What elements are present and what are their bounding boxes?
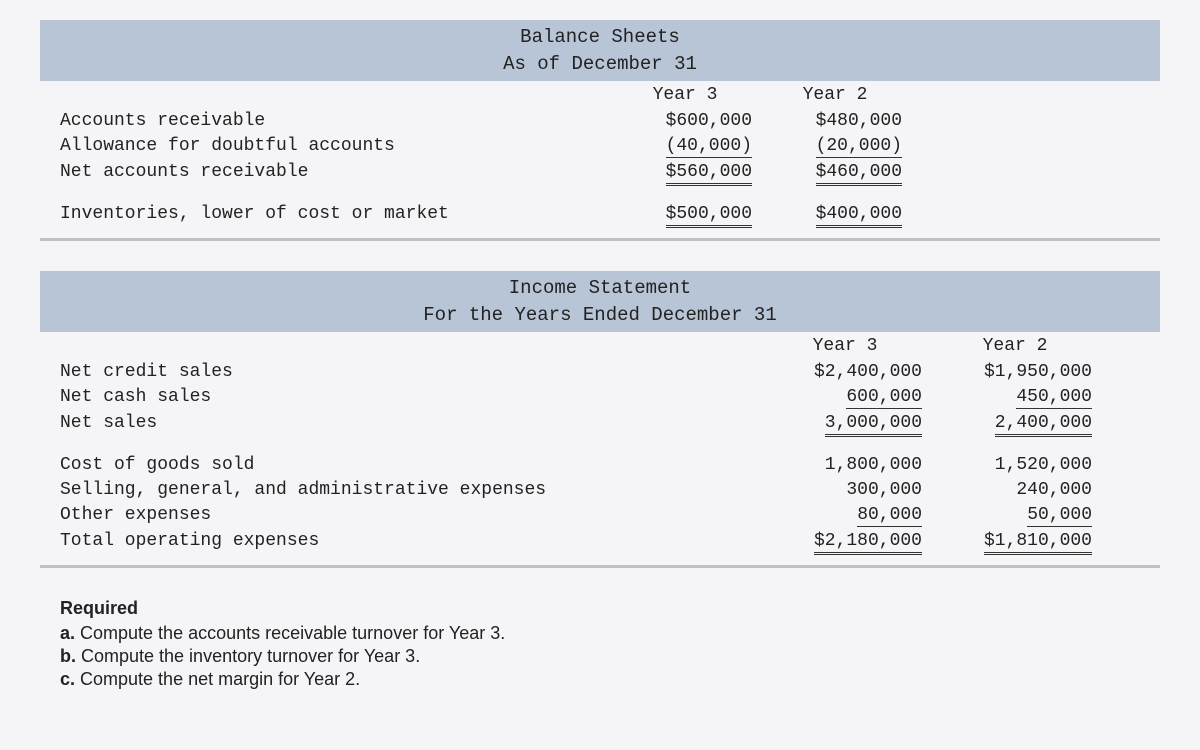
section-divider — [40, 238, 1160, 241]
table-row: Total operating expenses$2,180,000$1,810… — [40, 529, 1160, 557]
table-row: Net accounts receivable$560,000$460,000 — [40, 160, 1160, 188]
income-statement-title: Income Statement — [40, 275, 1160, 302]
table-row: Net credit sales$2,400,000$1,950,000 — [40, 360, 1160, 385]
row-label: Net credit sales — [40, 360, 760, 385]
column-header: Year 2 — [760, 83, 910, 109]
income-statement-table: Year 3 Year 2 Net credit sales$2,400,000… — [40, 334, 1160, 557]
table-row: Inventories, lower of cost or market$500… — [40, 202, 1160, 230]
required-text: Compute the accounts receivable turnover… — [80, 623, 505, 643]
table-row: Allowance for doubtful accounts(40,000)(… — [40, 134, 1160, 160]
cell-value: $400,000 — [760, 202, 910, 230]
row-label: Net accounts receivable — [40, 160, 610, 188]
cell-value: 240,000 — [930, 478, 1100, 503]
row-label: Other expenses — [40, 503, 760, 529]
cell-value: 2,400,000 — [930, 411, 1100, 439]
row-label: Net cash sales — [40, 385, 760, 411]
balance-sheet-section: Balance Sheets As of December 31 Year 3 … — [40, 20, 1160, 241]
spacer-row — [40, 188, 1160, 202]
cell-value: $560,000 — [610, 160, 760, 188]
column-header: Year 3 — [610, 83, 760, 109]
required-text: Compute the net margin for Year 2. — [80, 669, 360, 689]
row-label: Allowance for doubtful accounts — [40, 134, 610, 160]
income-statement-subtitle: For the Years Ended December 31 — [40, 302, 1160, 329]
cell-value: (40,000) — [610, 134, 760, 160]
balance-sheet-header: Balance Sheets As of December 31 — [40, 20, 1160, 81]
required-text: Compute the inventory turnover for Year … — [81, 646, 420, 666]
table-row: Selling, general, and administrative exp… — [40, 478, 1160, 503]
income-statement-header: Income Statement For the Years Ended Dec… — [40, 271, 1160, 332]
cell-value: 1,800,000 — [760, 453, 930, 478]
column-header: Year 3 — [760, 334, 930, 360]
cell-value: $2,400,000 — [760, 360, 930, 385]
required-item: c. Compute the net margin for Year 2. — [60, 669, 1160, 690]
cell-value: $1,810,000 — [930, 529, 1100, 557]
cell-value: $460,000 — [760, 160, 910, 188]
table-row: Cost of goods sold1,800,0001,520,000 — [40, 453, 1160, 478]
cell-value: 450,000 — [930, 385, 1100, 411]
row-label: Total operating expenses — [40, 529, 760, 557]
required-item: b. Compute the inventory turnover for Ye… — [60, 646, 1160, 667]
row-label: Selling, general, and administrative exp… — [40, 478, 760, 503]
cell-value: 50,000 — [930, 503, 1100, 529]
required-item: a. Compute the accounts receivable turno… — [60, 623, 1160, 644]
cell-value: 1,520,000 — [930, 453, 1100, 478]
table-row: Other expenses80,00050,000 — [40, 503, 1160, 529]
required-letter: a. — [60, 623, 80, 643]
section-divider — [40, 565, 1160, 568]
cell-value: 3,000,000 — [760, 411, 930, 439]
row-label: Net sales — [40, 411, 760, 439]
required-letter: b. — [60, 646, 81, 666]
balance-sheet-table: Year 3 Year 2 Accounts receivable$600,00… — [40, 83, 1160, 230]
required-letter: c. — [60, 669, 80, 689]
row-label: Cost of goods sold — [40, 453, 760, 478]
cell-value: 600,000 — [760, 385, 930, 411]
cell-value: $480,000 — [760, 109, 910, 134]
required-title: Required — [60, 598, 1160, 619]
spacer-row — [40, 439, 1160, 453]
cell-value: (20,000) — [760, 134, 910, 160]
table-row: Year 3 Year 2 — [40, 83, 1160, 109]
cell-value: 80,000 — [760, 503, 930, 529]
row-label: Inventories, lower of cost or market — [40, 202, 610, 230]
cell-value: $600,000 — [610, 109, 760, 134]
cell-value: 300,000 — [760, 478, 930, 503]
required-section: Required a. Compute the accounts receiva… — [40, 598, 1160, 690]
table-row: Year 3 Year 2 — [40, 334, 1160, 360]
table-row: Accounts receivable$600,000$480,000 — [40, 109, 1160, 134]
cell-value: $500,000 — [610, 202, 760, 230]
balance-sheet-subtitle: As of December 31 — [40, 51, 1160, 78]
cell-value: $1,950,000 — [930, 360, 1100, 385]
row-label: Accounts receivable — [40, 109, 610, 134]
column-header: Year 2 — [930, 334, 1100, 360]
cell-value: $2,180,000 — [760, 529, 930, 557]
table-row: Net sales3,000,0002,400,000 — [40, 411, 1160, 439]
balance-sheet-title: Balance Sheets — [40, 24, 1160, 51]
income-statement-section: Income Statement For the Years Ended Dec… — [40, 271, 1160, 568]
table-row: Net cash sales600,000450,000 — [40, 385, 1160, 411]
